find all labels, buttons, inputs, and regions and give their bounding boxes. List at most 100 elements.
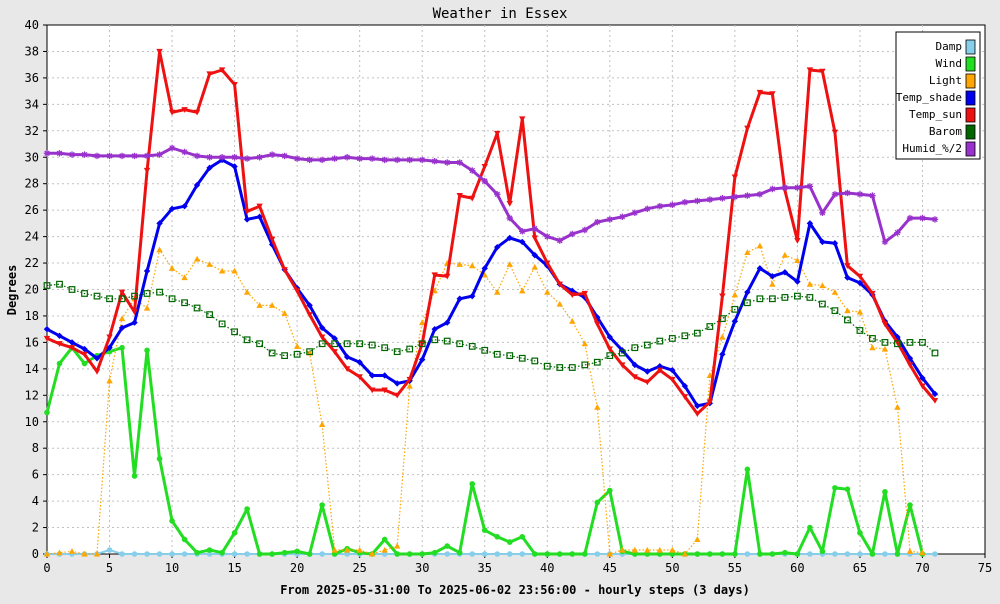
data-point: [906, 362, 914, 369]
data-point: [744, 125, 751, 132]
y-tick-label: 28: [25, 177, 39, 191]
data-point: [469, 551, 476, 557]
data-point: [844, 316, 851, 324]
data-point: [181, 274, 188, 281]
data-point: [869, 192, 876, 199]
data-point: [381, 344, 389, 352]
data-point: [681, 550, 689, 557]
data-point: [781, 294, 789, 301]
data-point: [644, 551, 651, 557]
data-point: [231, 328, 239, 336]
y-tick-label: 40: [25, 18, 39, 32]
data-point: [769, 273, 776, 280]
data-point: [681, 332, 689, 340]
data-point: [56, 360, 63, 367]
data-point: [268, 236, 276, 243]
y-tick-label: 20: [25, 283, 39, 297]
legend-label: Wind: [936, 57, 963, 70]
data-point: [581, 361, 589, 369]
data-point: [231, 81, 238, 88]
data-point: [744, 249, 751, 256]
data-point: [243, 208, 251, 215]
data-point: [431, 325, 438, 333]
data-point: [706, 323, 714, 330]
x-tick-label: 70: [915, 561, 929, 575]
data-point: [807, 524, 813, 531]
chart-title: Weather in Essex: [433, 6, 568, 22]
data-point: [456, 549, 463, 556]
data-point: [656, 546, 664, 553]
data-point: [793, 292, 801, 300]
data-point: [594, 499, 601, 506]
data-point: [768, 295, 776, 303]
y-tick-label: 32: [25, 124, 39, 138]
data-point: [93, 292, 101, 300]
data-point: [606, 352, 614, 360]
data-point: [406, 376, 413, 383]
data-point: [744, 288, 751, 296]
data-point: [568, 364, 576, 371]
data-point: [281, 549, 288, 556]
data-point: [444, 273, 451, 280]
data-point: [619, 546, 626, 553]
data-point: [381, 387, 388, 394]
data-point: [443, 337, 451, 345]
data-point: [293, 155, 301, 162]
data-point: [268, 151, 276, 158]
data-point: [194, 549, 200, 556]
data-point: [719, 195, 726, 202]
data-point: [131, 473, 138, 479]
data-point: [669, 546, 676, 553]
x-tick-label: 0: [43, 561, 50, 575]
data-point: [43, 150, 51, 157]
data-point: [368, 155, 376, 162]
data-point: [869, 551, 876, 557]
data-point: [168, 205, 176, 213]
data-point: [519, 228, 526, 235]
data-point: [719, 333, 726, 340]
data-point: [343, 340, 351, 348]
data-point: [331, 546, 338, 553]
data-point: [444, 159, 451, 166]
data-point: [419, 551, 426, 557]
data-point: [118, 289, 126, 296]
data-point: [368, 372, 376, 379]
x-tick-label: 75: [978, 561, 992, 575]
data-point: [293, 288, 301, 295]
data-point: [856, 327, 864, 334]
data-point: [906, 548, 914, 554]
data-point: [931, 390, 939, 398]
data-point: [206, 164, 213, 172]
data-point: [243, 288, 251, 295]
data-point: [393, 380, 401, 387]
y-tick-label: 36: [25, 71, 39, 85]
data-point: [831, 191, 839, 198]
data-point: [632, 551, 638, 557]
data-point: [569, 230, 576, 238]
series-group: [43, 48, 939, 557]
data-point: [806, 220, 814, 227]
data-point: [131, 551, 138, 557]
data-point: [719, 351, 726, 358]
data-point: [594, 404, 601, 410]
legend-swatch: [965, 90, 976, 106]
data-point: [294, 548, 300, 555]
data-point: [193, 304, 201, 312]
data-point: [444, 319, 451, 326]
data-point: [244, 551, 250, 557]
data-point: [68, 548, 76, 554]
data-point: [694, 536, 701, 543]
data-point: [356, 340, 364, 348]
data-point: [619, 362, 626, 369]
data-point: [169, 551, 175, 557]
data-point: [331, 340, 339, 348]
data-point: [206, 311, 213, 319]
data-point: [381, 372, 388, 379]
data-point: [856, 191, 864, 198]
data-point: [919, 549, 926, 556]
data-point: [794, 257, 801, 263]
data-point: [469, 195, 476, 202]
data-point: [506, 214, 513, 222]
data-point: [594, 551, 601, 557]
data-point: [606, 346, 613, 353]
